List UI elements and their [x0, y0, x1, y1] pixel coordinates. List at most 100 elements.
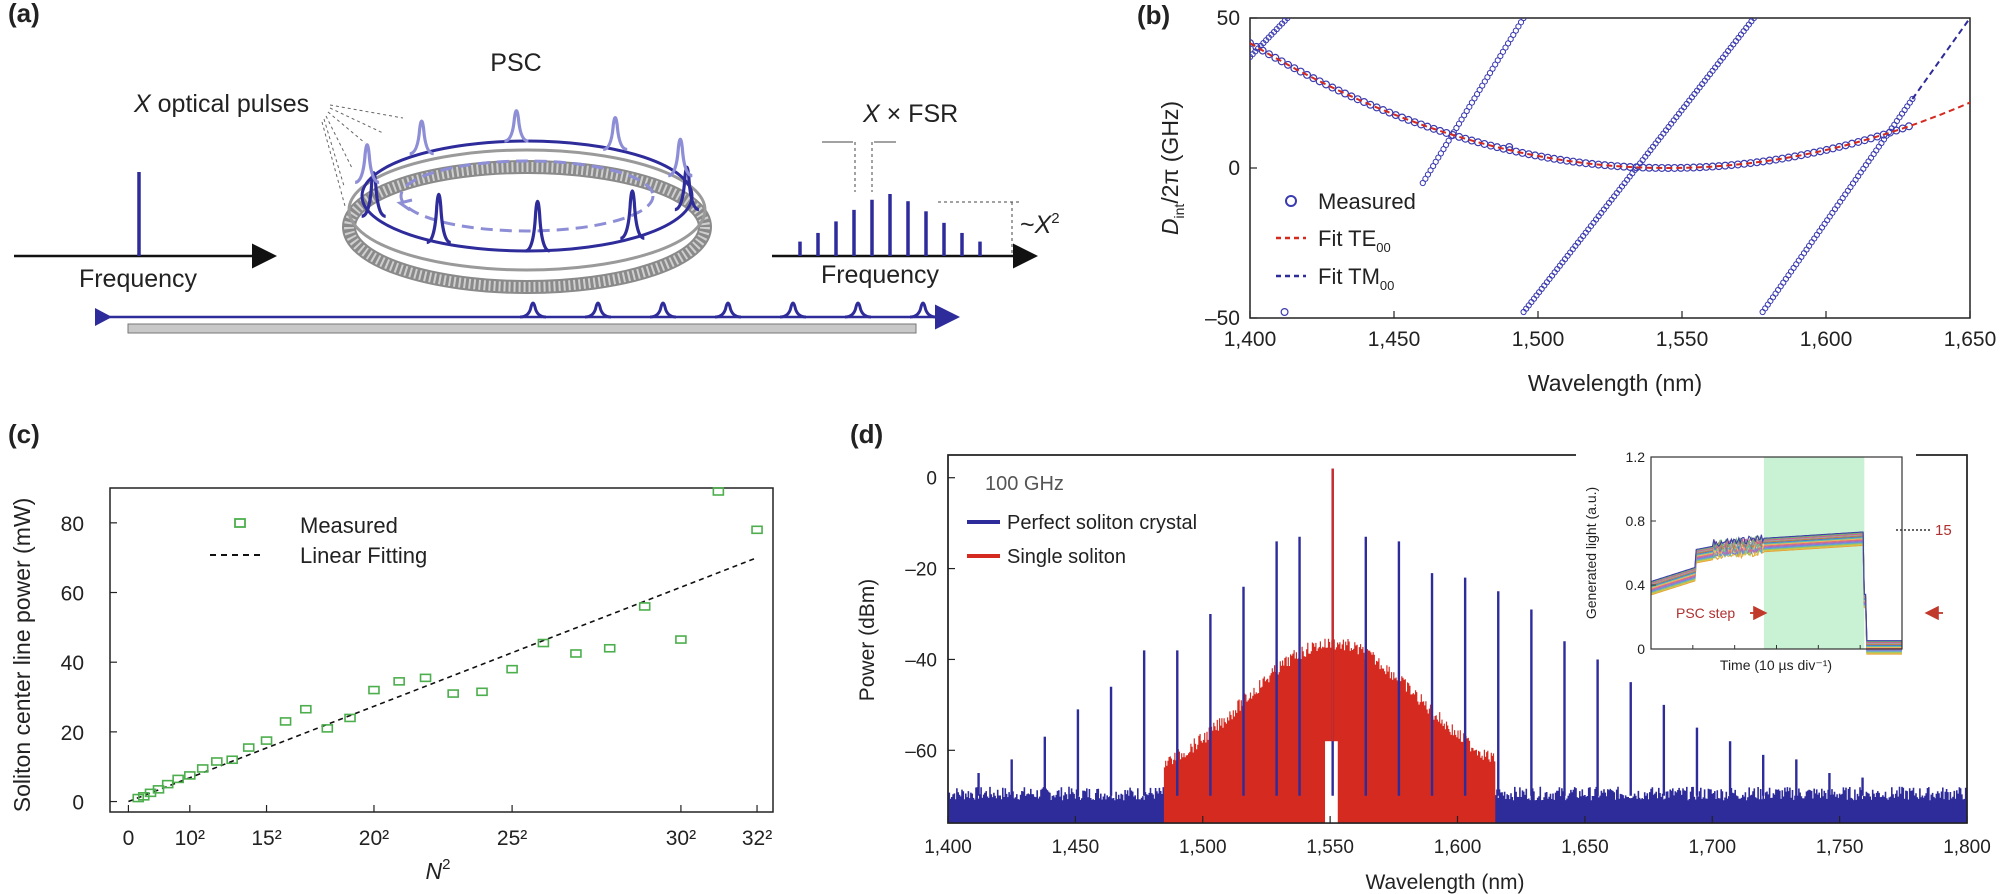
- xtick-label-c: 15²: [251, 827, 281, 850]
- measured-point: [152, 785, 165, 794]
- measured-point: [368, 685, 380, 695]
- panel-label-c: (c): [8, 419, 40, 449]
- measured-point-tm: [1777, 283, 1784, 290]
- measured-point-te: [1309, 74, 1318, 83]
- xtick-label-b: 1,600: [1800, 328, 1853, 351]
- measured-point-tm: [1875, 143, 1882, 150]
- data-d: [948, 468, 1967, 823]
- measured-point-tm: [1816, 228, 1823, 235]
- measured-point-tm: [1284, 18, 1291, 22]
- measured-point: [344, 713, 356, 723]
- measured-point-tm: [1795, 257, 1802, 264]
- legend-c: Measured Linear Fitting: [210, 513, 427, 568]
- measured-point-tm: [1759, 308, 1766, 316]
- bus-pulse: [844, 301, 872, 319]
- axis-ticks-c: 0 10² 15² 20² 25² 30² 32² 0 20 40 60 80: [61, 513, 773, 850]
- inset-trace: [1650, 537, 1902, 647]
- inset-trace: [1650, 544, 1902, 655]
- chart-b: 1,400 1,450 1,500 1,550 1,600 1,650 –50 0 50 Wav…: [1157, 7, 1996, 396]
- xtick-label-c: 32²: [742, 827, 772, 850]
- xtick-label-d: 1,500: [1179, 837, 1227, 858]
- output-pulse-train: [519, 301, 937, 319]
- legend-b-te: Fit TE00: [1318, 226, 1391, 255]
- circulation-arrow: [399, 159, 655, 233]
- ring-pulse: [354, 143, 380, 184]
- measured-point-tm: [1750, 18, 1758, 22]
- legend-b-measured: Measured: [1318, 189, 1416, 214]
- pulses-label-rest: optical pulses: [151, 90, 309, 118]
- comb-lines: [798, 194, 982, 256]
- inset-trace: [1650, 540, 1902, 650]
- measured-point-tm: [1867, 154, 1875, 161]
- chart-d: 1,400 1,450 1,500 1,550 1,600 1,650 1,700 1,750…: [856, 443, 1991, 894]
- measured-point-te: [1315, 77, 1324, 86]
- ylabel-b: Dint/2π (GHz): [1157, 101, 1187, 235]
- xtick-label-d: 1,800: [1943, 837, 1991, 858]
- ytick-label-b: 0: [1228, 157, 1240, 180]
- xtick-label-d: 1,600: [1434, 837, 1482, 858]
- measured-point: [447, 689, 459, 698]
- measured-point-tm: [1896, 114, 1903, 121]
- xtick-label-d: 1,550: [1306, 837, 1354, 858]
- measured-point-te: [1271, 53, 1280, 62]
- legend-b-te-sub: 00: [1376, 240, 1390, 255]
- ytick-label-d: –60: [905, 741, 937, 762]
- ytick-label-b: 50: [1217, 7, 1240, 30]
- inset-trace: [1650, 535, 1902, 646]
- inset-trace: [1650, 538, 1902, 648]
- inset-ytick-label: 0.8: [1626, 513, 1646, 529]
- annotation-100ghz: 100 GHz: [985, 473, 1064, 495]
- panel-label-a: (a): [8, 0, 40, 28]
- measured-point-tm: [1857, 169, 1864, 176]
- measured-point-tm: [1906, 99, 1913, 106]
- data-c: [128, 487, 763, 803]
- psc-label: PSC: [490, 49, 541, 77]
- measured-point: [1280, 308, 1289, 317]
- xlabel-b: Wavelength (nm): [1528, 370, 1702, 396]
- measured-point-te: [1250, 39, 1254, 48]
- fsr-label-rest: × FSR: [880, 100, 959, 128]
- measured-point: [603, 643, 616, 653]
- xtick-label-d: 1,750: [1816, 837, 1864, 858]
- measured-point-tm: [1860, 165, 1867, 172]
- ring-pulse: [426, 192, 452, 245]
- measured-point: [211, 757, 223, 766]
- inset-trace: [1650, 536, 1902, 647]
- inset-d: 0 0.4 0.8 1.2 Time (10 µs div⁻¹) Generated …: [1576, 443, 1952, 673]
- measured-point-te: [1347, 92, 1356, 101]
- measured-point-tm: [1782, 275, 1789, 283]
- measured-point-tm: [1769, 294, 1777, 301]
- measured-point: [172, 774, 184, 784]
- measured-point-tm: [1775, 286, 1782, 294]
- ytick-label-d: –20: [905, 560, 937, 581]
- measured-point-tm: [1852, 176, 1859, 183]
- measured-point: [184, 771, 196, 780]
- legend-d-psc: Perfect soliton crystal: [1007, 512, 1197, 534]
- xtick-label-c: 0: [123, 827, 135, 850]
- inset-trace: [1650, 531, 1902, 642]
- ytick-label-c: 0: [72, 792, 84, 815]
- xtick-label-b: 1,400: [1224, 328, 1277, 351]
- xtick-label-b: 1,650: [1944, 328, 1997, 351]
- pump-filter-notch: [1325, 741, 1338, 823]
- bus-pulse: [649, 301, 677, 319]
- measured-point-tm: [1844, 187, 1851, 194]
- xtick-label-d: 1,650: [1561, 837, 1609, 858]
- bus-pulse: [909, 301, 937, 319]
- measured-point-tm: [1821, 220, 1828, 227]
- measured-point-tm: [1829, 209, 1836, 216]
- measured-point-tm: [1834, 202, 1841, 209]
- inset-trace: [1650, 541, 1902, 652]
- measured-point-te: [1904, 122, 1913, 131]
- measured-point: [321, 724, 334, 733]
- scaling-exp: 2: [1051, 210, 1059, 227]
- ring-pulse: [361, 171, 387, 218]
- measured-point-tm: [1793, 261, 1800, 268]
- ring-pulse: [619, 189, 645, 240]
- legend-b-tm-sub: 00: [1380, 278, 1394, 293]
- measured-point: [242, 743, 255, 752]
- measured-point-te: [1322, 80, 1331, 89]
- measured-point-tm: [1811, 235, 1818, 242]
- inset-ytick-label: 0.4: [1626, 577, 1646, 593]
- inset-trace: [1650, 541, 1902, 651]
